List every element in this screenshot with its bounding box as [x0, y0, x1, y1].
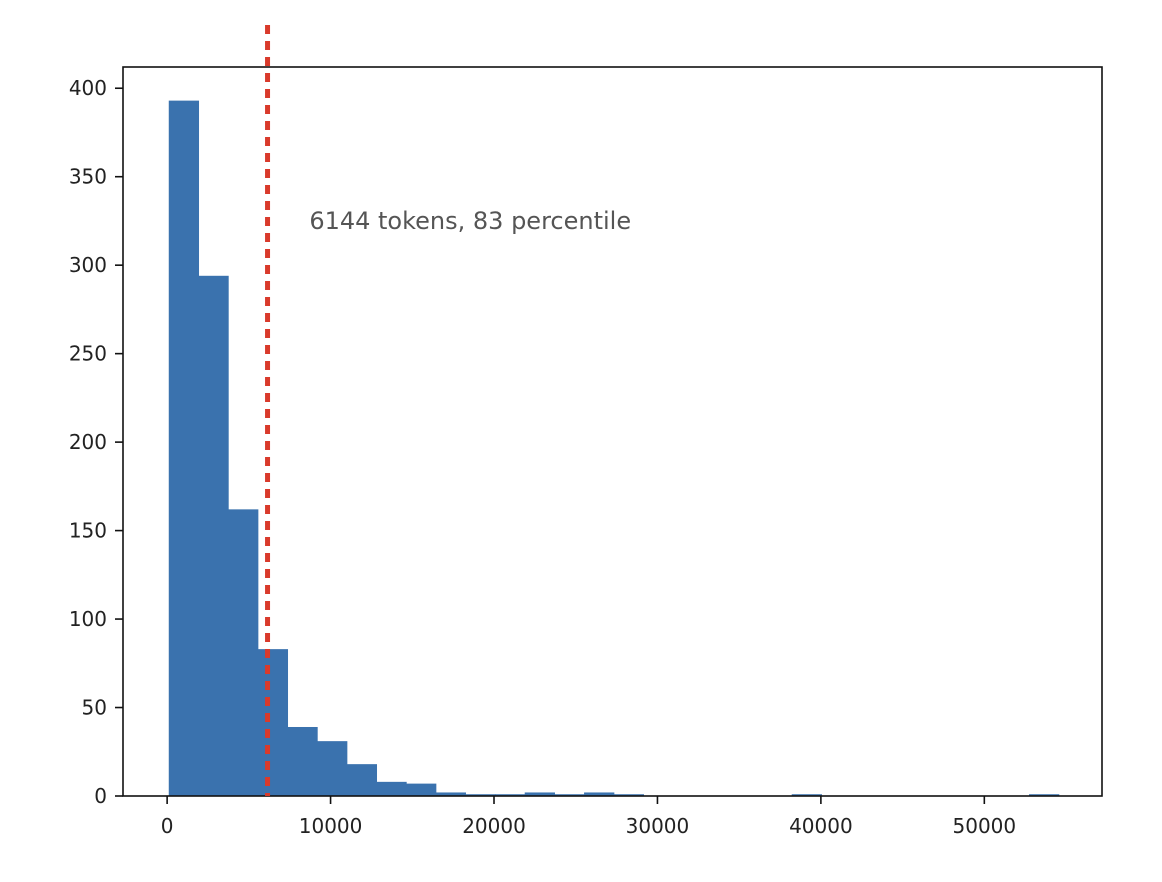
histogram-bar: [1029, 794, 1060, 796]
histogram-bar: [198, 275, 229, 796]
x-tick-label: 0: [161, 814, 174, 838]
histogram-bar: [317, 741, 348, 796]
histogram-bar: [465, 794, 496, 796]
histogram-bar: [376, 781, 407, 796]
x-tick-label: 30000: [626, 814, 690, 838]
y-tick-label: 0: [94, 784, 107, 808]
y-tick-label: 200: [69, 430, 107, 454]
histogram-bar: [257, 649, 289, 796]
histogram-bar: [435, 792, 467, 796]
plot-frame: [122, 66, 1103, 797]
histogram-bar: [346, 764, 378, 796]
histogram-bar: [524, 792, 555, 796]
y-tick-label: 150: [69, 519, 107, 543]
histogram-bar: [791, 794, 822, 796]
histogram-bar: [287, 726, 318, 796]
axes-layer: 0 10000 20000 30000 40000 50000 0 50 100 150 200 25…: [69, 66, 1103, 838]
histogram-bar: [495, 794, 526, 796]
histogram-bar: [584, 792, 615, 796]
y-tick-label: 50: [82, 696, 107, 720]
histogram-bar: [228, 509, 259, 796]
histogram-bar: [554, 794, 585, 796]
x-tick-label: 10000: [299, 814, 363, 838]
histogram-bar: [406, 783, 437, 796]
y-tick-label: 400: [69, 76, 107, 100]
y-tick-label: 250: [69, 342, 107, 366]
x-tick-label: 50000: [953, 814, 1017, 838]
annotation-label: 6144 tokens, 83 percentile: [309, 207, 631, 235]
y-tick-label: 350: [69, 165, 107, 189]
x-tick-label: 40000: [789, 814, 853, 838]
y-tick-label: 300: [69, 253, 107, 277]
histogram-bar: [168, 100, 200, 796]
bars-layer: [168, 100, 1060, 796]
y-tick-label: 100: [69, 607, 107, 631]
x-tick-label: 20000: [462, 814, 526, 838]
histogram-bar: [613, 794, 644, 796]
